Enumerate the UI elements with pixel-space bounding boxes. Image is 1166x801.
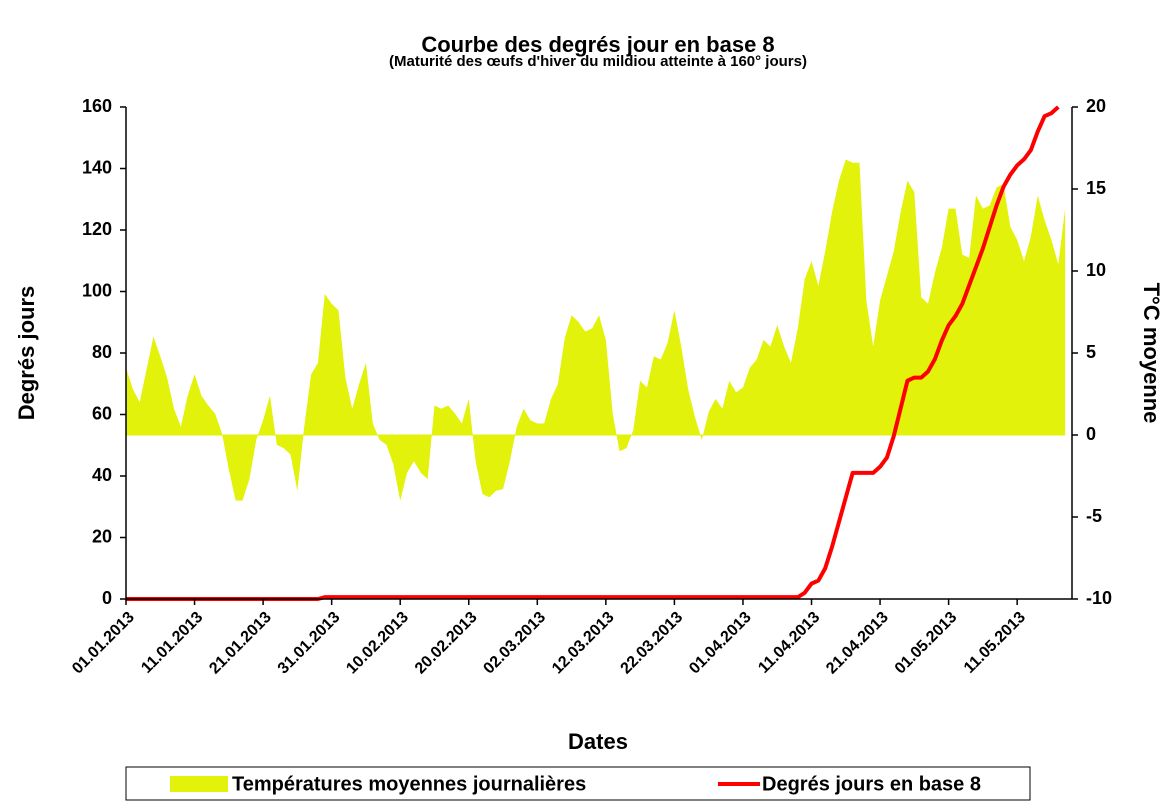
y-tick-label: 80 <box>92 342 112 362</box>
legend-label: Degrés jours en base 8 <box>762 773 981 795</box>
legend-label: Températures moyennes journalières <box>232 773 586 795</box>
chart-subtitle: (Maturité des œufs d'hiver du mildiou at… <box>389 53 807 70</box>
x-axis-label: Dates <box>568 729 628 754</box>
x-tick-label: 01.01.2013 <box>69 609 138 678</box>
temperature-area <box>126 159 1066 501</box>
x-tick-label: 11.01.2013 <box>138 609 206 677</box>
x-tick-label: 12.03.2013 <box>549 609 618 678</box>
y2-tick-label: -10 <box>1086 588 1112 608</box>
x-tick-label: 02.03.2013 <box>480 609 549 678</box>
x-tick-label: 11.04.2013 <box>755 609 823 677</box>
y-axis-label: Degrés jours <box>14 286 39 421</box>
y2-tick-label: -5 <box>1086 506 1102 526</box>
y2-tick-label: 15 <box>1086 178 1106 198</box>
x-tick-label: 20.02.2013 <box>412 609 481 678</box>
x-tick-label: 31.01.2013 <box>275 609 344 678</box>
legend-swatch <box>170 776 228 792</box>
y-tick-label: 60 <box>92 403 112 423</box>
y2-axis-label: T°C moyenne <box>1139 283 1164 424</box>
y-tick-label: 160 <box>82 96 112 116</box>
y2-tick-label: 0 <box>1086 424 1096 444</box>
x-tick-label: 11.05.2013 <box>961 609 1029 677</box>
y-tick-label: 40 <box>92 465 112 485</box>
y2-tick-label: 10 <box>1086 260 1106 280</box>
x-tick-label: 21.01.2013 <box>206 609 275 678</box>
y-tick-label: 100 <box>82 280 112 300</box>
chart-title: Courbe des degrés jour en base 8 <box>421 32 774 57</box>
y-tick-label: 140 <box>82 157 112 177</box>
x-tick-label: 01.05.2013 <box>892 609 961 678</box>
y-tick-label: 20 <box>92 526 112 546</box>
y2-tick-label: 20 <box>1086 96 1106 116</box>
legend-box <box>125 766 1031 801</box>
y-tick-label: 0 <box>102 588 112 608</box>
y2-tick-label: 5 <box>1086 342 1096 362</box>
x-tick-label: 10.02.2013 <box>343 609 412 678</box>
x-tick-label: 01.04.2013 <box>686 609 755 678</box>
y-tick-label: 120 <box>82 219 112 239</box>
x-tick-label: 21.04.2013 <box>823 609 892 678</box>
x-tick-label: 22.03.2013 <box>618 609 687 678</box>
